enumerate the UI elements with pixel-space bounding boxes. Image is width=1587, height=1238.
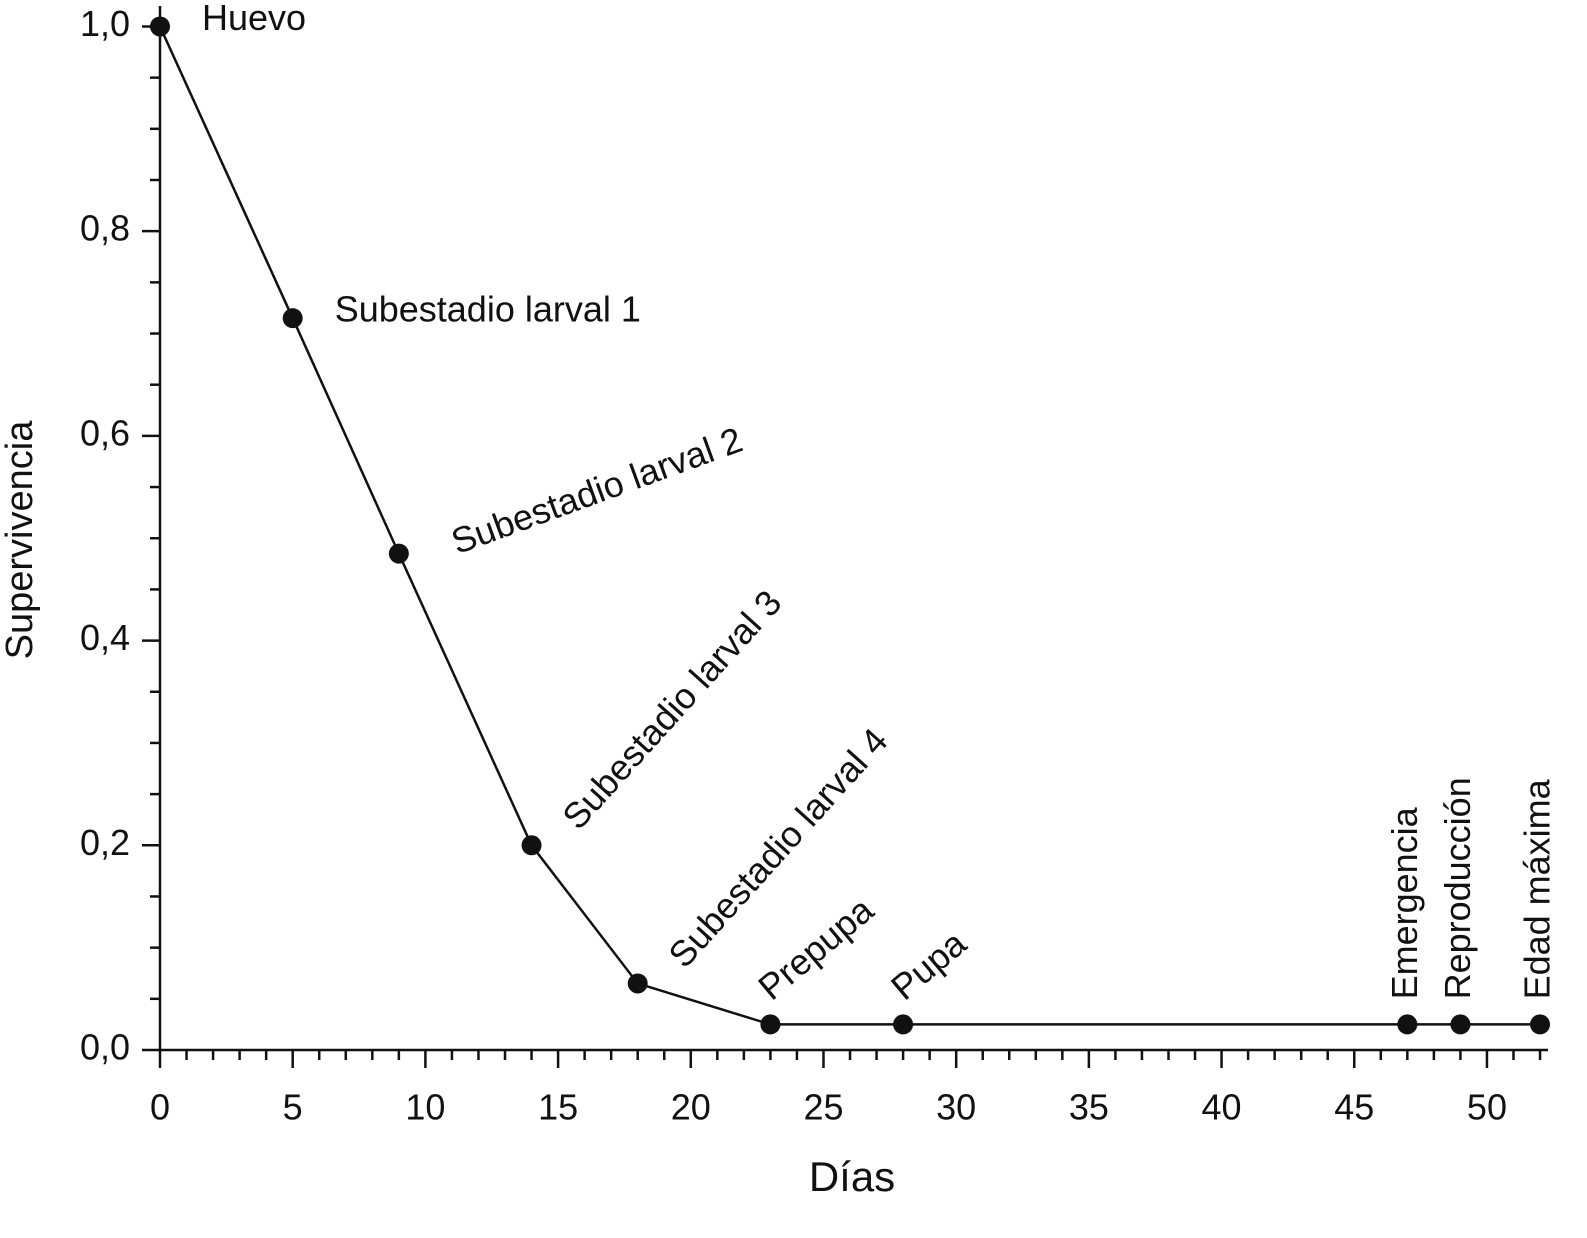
x-tick-label: 20: [671, 1087, 711, 1128]
x-tick-label: 45: [1334, 1087, 1374, 1128]
x-tick-label: 15: [538, 1087, 578, 1128]
y-tick-label: 0,0: [80, 1027, 130, 1068]
point: [150, 16, 170, 37]
point: [521, 835, 542, 856]
point-label: Reproducción: [1437, 777, 1478, 999]
x-tick-label: 0: [150, 1087, 170, 1128]
x-axis-title: Días: [809, 1153, 895, 1200]
x-tick-label: 5: [283, 1087, 303, 1128]
y-tick-label: 1,0: [80, 3, 130, 44]
y-tick-label: 0,2: [80, 822, 130, 863]
x-tick-label: 30: [936, 1087, 976, 1128]
point: [1397, 1014, 1418, 1035]
point: [627, 973, 648, 994]
point-label: Prepupa: [750, 888, 881, 1008]
x-tick-label: 25: [803, 1087, 843, 1128]
y-tick-label: 0,6: [80, 412, 130, 453]
point-label: Emergencia: [1384, 806, 1425, 999]
point: [282, 308, 303, 329]
y-tick-label: 0,8: [80, 208, 130, 249]
point-label: Subestadio larval 3: [554, 582, 789, 837]
point-label: Subestadio larval 1: [335, 289, 641, 330]
point: [1450, 1014, 1471, 1035]
y-axis-title: Supervivencia: [0, 420, 41, 660]
series-line: [158, 25, 1541, 1026]
point: [388, 543, 409, 564]
point: [893, 1014, 914, 1035]
point-label: Huevo: [202, 0, 306, 38]
point: [1530, 1014, 1551, 1035]
x-tick-label: 35: [1069, 1087, 1109, 1128]
y-tick-label: 0,4: [80, 617, 130, 658]
point-label: Subestadio larval 2: [446, 419, 748, 562]
point-label: Pupa: [883, 922, 975, 1008]
point-label: Edad máxima: [1517, 778, 1558, 999]
x-tick-label: 10: [405, 1087, 445, 1128]
x-tick-label: 50: [1467, 1087, 1507, 1128]
point: [760, 1014, 781, 1035]
x-tick-label: 40: [1202, 1087, 1242, 1128]
